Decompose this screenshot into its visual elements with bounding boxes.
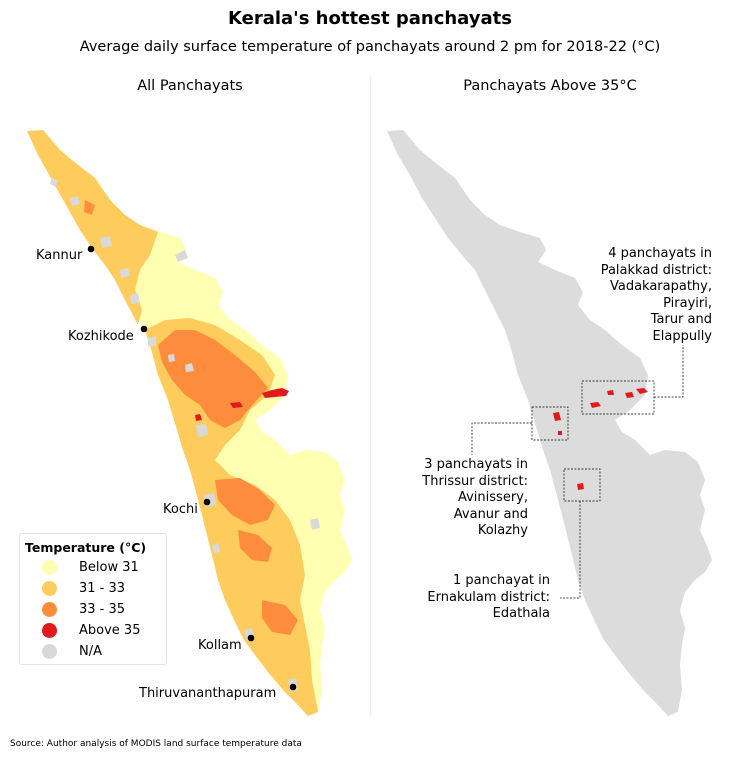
right-hot-panchayats bbox=[553, 388, 648, 490]
legend: Temperature (°C) Below 31 31 - 33 33 - 3… bbox=[19, 533, 167, 665]
legend-swatch-icon bbox=[42, 643, 57, 659]
legend-swatch-icon bbox=[42, 580, 57, 596]
legend-label: N/A bbox=[79, 643, 102, 659]
right-kerala-outline bbox=[387, 130, 712, 716]
palakkad-box bbox=[581, 380, 655, 415]
legend-label: Above 35 bbox=[79, 622, 141, 638]
legend-swatch-icon bbox=[42, 559, 57, 575]
legend-item-na: N/A bbox=[42, 641, 102, 661]
legend-label: Below 31 bbox=[79, 559, 139, 575]
left-hot-thrissur bbox=[195, 414, 202, 421]
legend-item-above-35: Above 35 bbox=[42, 620, 140, 640]
annotation-thrissur: 3 panchayats in Thrissur district: Avini… bbox=[422, 457, 528, 538]
annotation-boxes bbox=[471, 345, 684, 599]
legend-item-33-35: 33 - 35 bbox=[42, 599, 125, 619]
city-dot-thiruvananthapuram bbox=[289, 683, 297, 691]
left-zone-33-35-north bbox=[84, 200, 95, 215]
map-title: Kerala's hottest panchayats bbox=[228, 8, 512, 29]
city-dot-kannur bbox=[87, 245, 95, 253]
annotation-ernakulam: 1 panchayat in Ernakulam district: Edath… bbox=[427, 573, 550, 621]
ernakulam-box bbox=[563, 468, 601, 502]
source-note: Source: Author analysis of MODIS land su… bbox=[10, 739, 302, 749]
left-zone-33-35-south2 bbox=[238, 530, 272, 562]
panel-divider bbox=[370, 76, 371, 716]
left-hot-palakkad2 bbox=[230, 402, 243, 408]
legend-swatch-icon bbox=[42, 601, 57, 617]
legend-label: 31 - 33 bbox=[79, 580, 126, 596]
left-zone-33-35-south3 bbox=[262, 600, 298, 635]
thrissur-box bbox=[531, 406, 569, 441]
thrissur-leader bbox=[471, 422, 532, 455]
legend-item-31-33: 31 - 33 bbox=[42, 578, 125, 598]
palakkad-leader bbox=[654, 345, 684, 398]
legend-label: 33 - 35 bbox=[79, 601, 126, 617]
city-dot-kollam bbox=[247, 634, 255, 642]
city-dot-kozhikode bbox=[140, 325, 148, 333]
ernakulam-leader bbox=[560, 501, 581, 599]
right-panel-title: Panchayats Above 35°C bbox=[463, 78, 637, 94]
left-zone-33-35-south1 bbox=[215, 478, 275, 525]
city-label-kozhikode: Kozhikode bbox=[68, 329, 134, 344]
city-dot-kochi bbox=[203, 498, 211, 506]
left-panel-title: All Panchayats bbox=[137, 78, 243, 94]
city-label-kochi: Kochi bbox=[163, 502, 198, 517]
city-label-kollam: Kollam bbox=[198, 638, 242, 653]
annotation-palakkad: 4 panchayats in Palakkad district: Vadak… bbox=[600, 246, 712, 344]
left-hot-palakkad bbox=[262, 388, 289, 398]
city-label-thiruvananthapuram: Thiruvananthapuram bbox=[139, 686, 277, 701]
legend-swatch-icon bbox=[42, 622, 57, 638]
map-subtitle: Average daily surface temperature of pan… bbox=[79, 39, 661, 55]
legend-item-below-31: Below 31 bbox=[42, 557, 139, 577]
city-label-kannur: Kannur bbox=[36, 248, 83, 263]
legend-title: Temperature (°C) bbox=[25, 540, 147, 555]
